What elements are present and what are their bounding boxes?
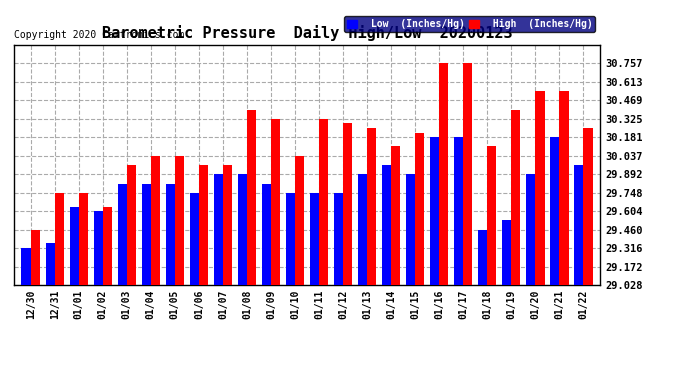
Bar — [55, 193, 63, 285]
Bar — [382, 165, 391, 285]
Bar — [94, 211, 103, 285]
Bar — [334, 193, 343, 285]
Bar — [535, 91, 544, 285]
Bar — [190, 193, 199, 285]
Bar — [46, 243, 55, 285]
Bar — [30, 230, 40, 285]
Bar — [286, 193, 295, 285]
Bar — [141, 183, 151, 285]
Bar — [247, 110, 256, 285]
Bar — [463, 63, 473, 285]
Bar — [271, 119, 280, 285]
Bar — [526, 174, 535, 285]
Legend:  Low  (Inches/Hg),  High  (Inches/Hg): Low (Inches/Hg), High (Inches/Hg) — [344, 16, 595, 32]
Bar — [117, 183, 127, 285]
Bar — [343, 123, 352, 285]
Bar — [358, 174, 367, 285]
Bar — [511, 110, 520, 285]
Bar — [454, 137, 463, 285]
Bar — [21, 248, 30, 285]
Bar — [70, 207, 79, 285]
Bar — [430, 137, 440, 285]
Bar — [391, 147, 400, 285]
Bar — [127, 165, 136, 285]
Bar — [166, 183, 175, 285]
Bar — [440, 63, 449, 285]
Bar — [79, 193, 88, 285]
Bar — [551, 137, 560, 285]
Bar — [310, 193, 319, 285]
Bar — [238, 174, 247, 285]
Bar — [319, 119, 328, 285]
Bar — [502, 220, 511, 285]
Bar — [214, 174, 223, 285]
Bar — [574, 165, 584, 285]
Bar — [103, 207, 112, 285]
Bar — [262, 183, 271, 285]
Bar — [295, 156, 304, 285]
Title: Barometric Pressure  Daily High/Low  20200123: Barometric Pressure Daily High/Low 20200… — [101, 25, 513, 41]
Bar — [415, 133, 424, 285]
Bar — [151, 156, 160, 285]
Bar — [223, 165, 232, 285]
Text: Copyright 2020 Cartronics.com: Copyright 2020 Cartronics.com — [14, 30, 184, 40]
Bar — [367, 128, 376, 285]
Bar — [478, 230, 487, 285]
Bar — [560, 91, 569, 285]
Bar — [406, 174, 415, 285]
Bar — [175, 156, 184, 285]
Bar — [199, 165, 208, 285]
Bar — [487, 147, 497, 285]
Bar — [584, 128, 593, 285]
